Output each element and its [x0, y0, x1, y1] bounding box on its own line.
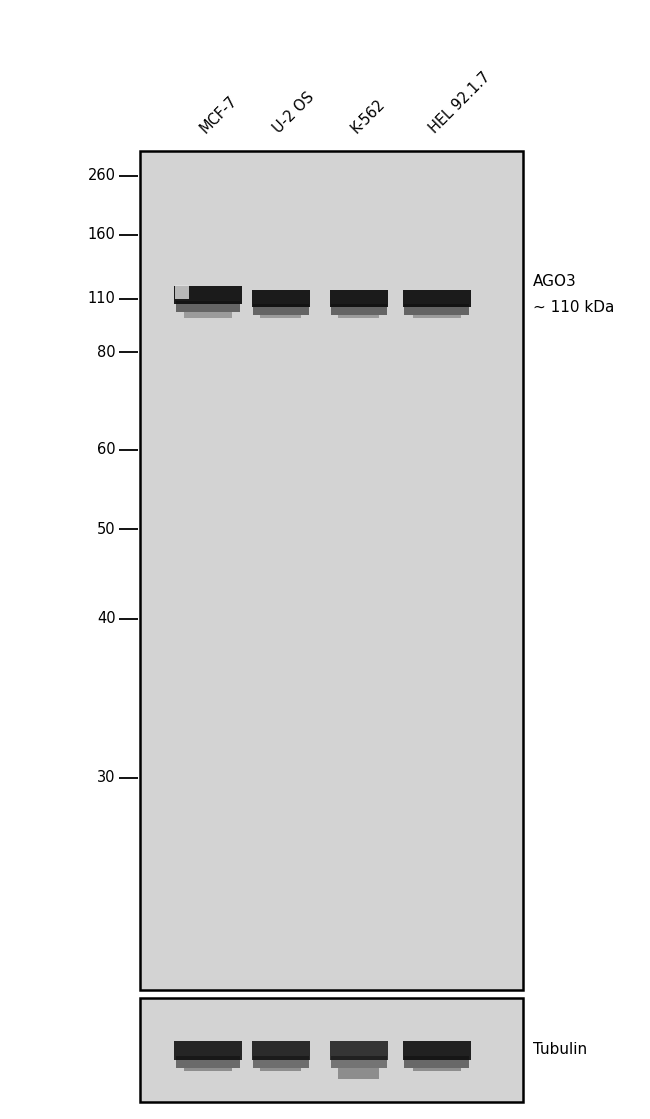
Bar	[404, 1056, 469, 1068]
Bar	[176, 285, 190, 299]
Text: 30: 30	[98, 770, 116, 786]
Text: Tubulin: Tubulin	[533, 1042, 587, 1057]
Text: 160: 160	[88, 227, 116, 243]
Bar	[413, 314, 461, 318]
Text: MCF-7: MCF-7	[198, 94, 240, 137]
Bar	[176, 301, 240, 311]
Text: 60: 60	[97, 442, 116, 458]
Bar	[140, 998, 523, 1102]
Bar	[339, 314, 380, 318]
Bar	[413, 1068, 461, 1072]
Bar	[252, 290, 310, 307]
Bar	[253, 304, 309, 314]
Bar	[330, 290, 388, 307]
Bar	[260, 1068, 301, 1072]
Bar	[174, 1041, 242, 1060]
Bar	[184, 1068, 232, 1072]
Text: U-2 OS: U-2 OS	[270, 90, 317, 137]
Text: 260: 260	[88, 168, 116, 184]
Text: 40: 40	[97, 611, 116, 627]
Bar	[253, 1056, 309, 1068]
Bar	[174, 286, 242, 303]
Bar	[403, 1041, 471, 1060]
Bar	[331, 304, 387, 314]
Text: K-562: K-562	[348, 96, 388, 137]
Text: AGO3: AGO3	[533, 274, 577, 290]
Bar	[260, 314, 301, 318]
Bar	[339, 1068, 380, 1079]
Text: 110: 110	[88, 291, 116, 307]
Bar	[252, 1041, 310, 1060]
Text: 50: 50	[97, 521, 116, 537]
Bar	[330, 1041, 388, 1060]
Text: ~ 110 kDa: ~ 110 kDa	[533, 300, 614, 316]
Bar	[331, 1056, 387, 1068]
Bar	[140, 151, 523, 990]
Bar	[404, 304, 469, 314]
Text: HEL 92.1.7: HEL 92.1.7	[426, 69, 493, 137]
Bar	[176, 1056, 240, 1068]
Bar	[403, 290, 471, 307]
Text: 80: 80	[97, 345, 116, 360]
Bar	[184, 311, 232, 318]
